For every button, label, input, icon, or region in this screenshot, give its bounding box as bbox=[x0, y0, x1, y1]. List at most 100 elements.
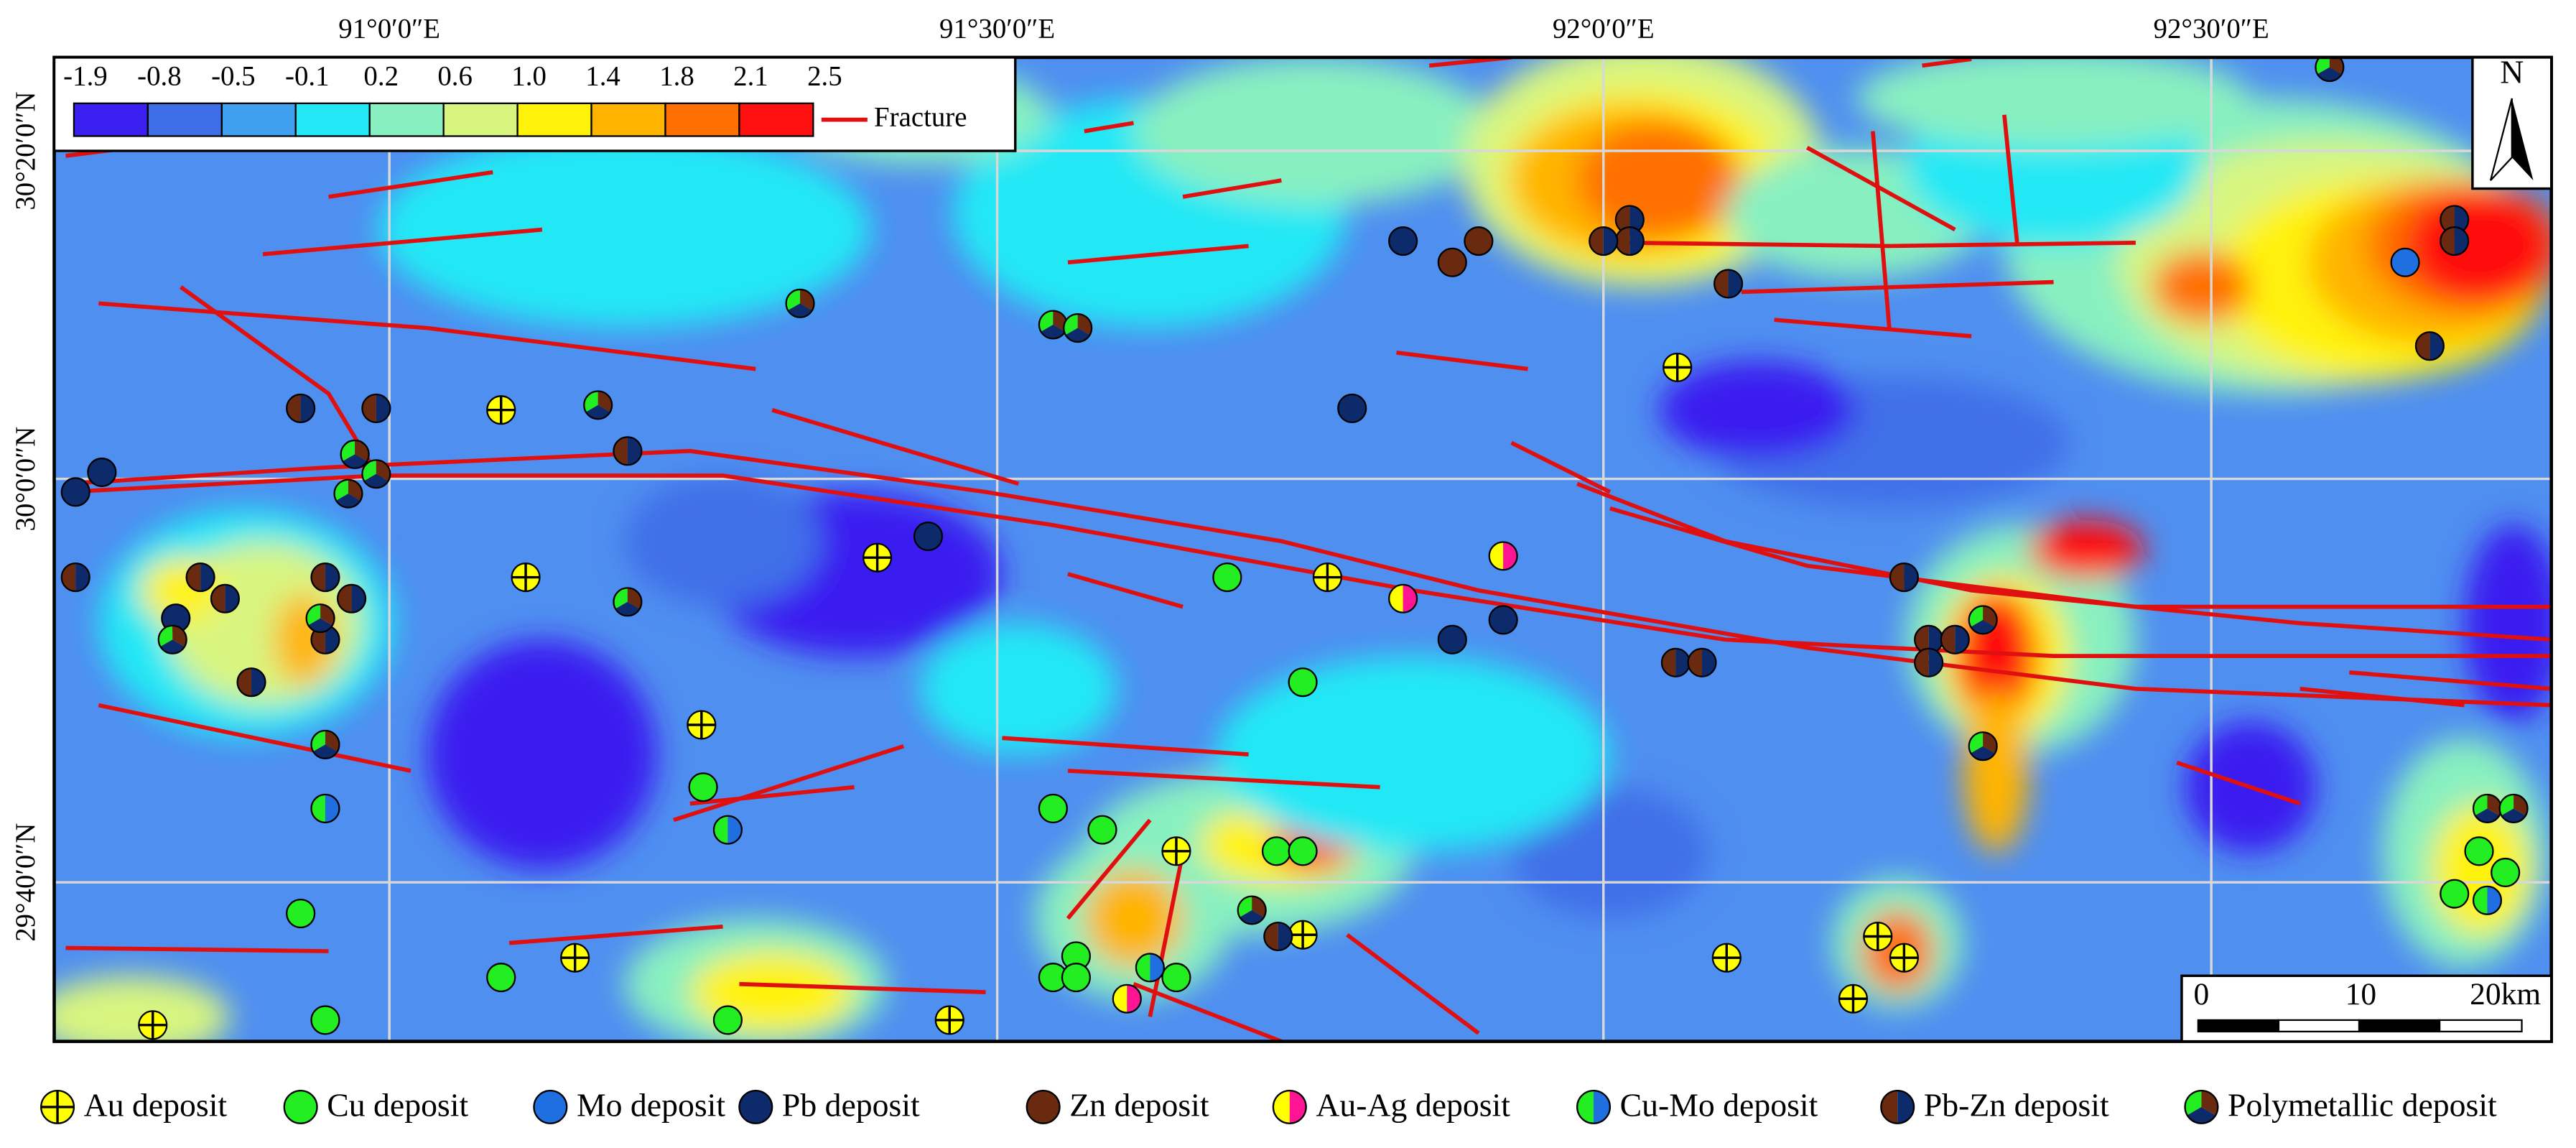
marker-sector bbox=[287, 394, 301, 422]
marker-sector bbox=[225, 584, 239, 613]
fracture bbox=[1067, 244, 1249, 265]
marker-outline bbox=[361, 393, 391, 423]
fracture bbox=[65, 448, 2552, 708]
fracture bbox=[328, 170, 493, 199]
marker-outline bbox=[2184, 1089, 2219, 1124]
deposit-marker bbox=[1660, 647, 1691, 677]
anomaly-zone bbox=[1133, 57, 1495, 205]
marker-outline bbox=[1026, 1089, 1061, 1124]
colorbar-legend: -1.9 -0.8 -0.5 -0.1 0.2 0.6 1.0 1.4 1.8 2.1 2.5 Fra… bbox=[52, 56, 1017, 152]
deposit-marker bbox=[1488, 605, 1518, 635]
marker-sector bbox=[160, 639, 185, 654]
marker-sector bbox=[1915, 648, 1929, 677]
deposit-marker bbox=[1272, 1089, 1307, 1124]
anomaly-zone bbox=[1659, 361, 1857, 460]
anomaly-zone bbox=[2464, 524, 2552, 722]
colorbar-label: -0.8 bbox=[137, 61, 182, 92]
anomaly-zone bbox=[1577, 123, 1742, 239]
marker-sector bbox=[237, 668, 252, 697]
fracture bbox=[2176, 760, 2301, 806]
marker-sector bbox=[2429, 332, 2444, 361]
anomaly-zone bbox=[624, 476, 822, 607]
marker-outline bbox=[1161, 963, 1191, 993]
deposit-marker bbox=[1237, 895, 1267, 925]
fracture bbox=[1182, 178, 1282, 199]
legend-label: Cu deposit bbox=[327, 1087, 468, 1124]
deposit-marker bbox=[1889, 563, 1919, 593]
colorbar-cell bbox=[220, 102, 297, 137]
marker-outline bbox=[1914, 647, 1944, 677]
colorbar-label: 1.0 bbox=[511, 61, 547, 92]
deposit-marker bbox=[1288, 920, 1318, 950]
marker-sector bbox=[338, 584, 352, 613]
deposit-marker bbox=[1614, 205, 1645, 235]
marker-sector bbox=[2187, 1106, 2216, 1124]
deposit-marker bbox=[305, 603, 335, 634]
marker-fill bbox=[311, 1006, 340, 1034]
marker-outline bbox=[688, 772, 718, 802]
deposit-marker bbox=[486, 395, 516, 425]
marker-sector bbox=[1928, 648, 1943, 677]
deposit-marker bbox=[1863, 921, 1893, 952]
colorbar-label: 0.6 bbox=[437, 61, 473, 92]
marker-outline bbox=[486, 963, 516, 993]
marker-sector bbox=[2440, 227, 2455, 255]
marker-fill bbox=[1489, 606, 1517, 634]
deposit-marker bbox=[511, 563, 541, 593]
marker-outline bbox=[1237, 895, 1267, 925]
marker-outline bbox=[286, 393, 316, 423]
fracture bbox=[1922, 57, 1972, 68]
deposit-marker bbox=[333, 478, 363, 509]
marker-sector bbox=[1135, 953, 1150, 982]
marker-sector bbox=[727, 815, 742, 844]
fracture bbox=[1741, 279, 2054, 295]
deposit-marker bbox=[1112, 983, 1142, 1014]
deposit-marker bbox=[310, 1005, 340, 1035]
deposit-marker bbox=[340, 439, 370, 469]
marker-outline bbox=[1437, 624, 1467, 654]
deposit-marker bbox=[1263, 921, 1293, 952]
marker-outline bbox=[1288, 836, 1318, 866]
longitude-label: 92°0′0″E bbox=[1553, 13, 1655, 44]
marker-fill bbox=[1088, 815, 1117, 844]
marker-outline bbox=[286, 899, 316, 929]
marker-fill bbox=[1438, 248, 1466, 277]
anomaly-zone bbox=[1215, 656, 1610, 853]
anomaly-zone bbox=[2152, 251, 2251, 323]
marker-fill bbox=[2391, 248, 2419, 277]
colorbar-cell bbox=[442, 102, 519, 137]
marker-fill bbox=[1038, 963, 1067, 991]
deposit-marker bbox=[1161, 963, 1191, 993]
marker-outline bbox=[2390, 247, 2420, 277]
marker-outline bbox=[738, 1089, 773, 1124]
marker-fill bbox=[1263, 837, 1291, 866]
deposit-marker bbox=[1337, 393, 1367, 423]
marker-outline bbox=[785, 288, 815, 318]
colorbar-cell bbox=[738, 102, 814, 137]
deposit-marker bbox=[738, 1089, 773, 1124]
marker-sector bbox=[325, 625, 340, 654]
marker-outline bbox=[305, 603, 335, 634]
marker-sector bbox=[1589, 227, 1604, 255]
deposit-marker bbox=[310, 729, 340, 759]
marker-fill bbox=[1026, 1091, 1060, 1124]
marker-outline bbox=[533, 1089, 568, 1124]
marker-sector bbox=[2473, 886, 2488, 915]
deposit-marker bbox=[613, 587, 643, 617]
marker-sector bbox=[1489, 542, 1504, 570]
legend-label: Pb-Zn deposit bbox=[1924, 1087, 2109, 1124]
marker-sector bbox=[1150, 953, 1164, 982]
colorbar-cell bbox=[73, 102, 149, 137]
marker-sector bbox=[1629, 205, 1644, 234]
anomaly-zone bbox=[1511, 787, 1709, 919]
fracture bbox=[689, 784, 855, 806]
legend-label: Pb deposit bbox=[782, 1087, 920, 1124]
marker-sector bbox=[1389, 584, 1403, 613]
deposit-marker bbox=[1880, 1089, 1915, 1124]
deposit-marker bbox=[361, 459, 391, 489]
deposit-marker bbox=[1713, 269, 1744, 299]
marker-outline bbox=[913, 521, 944, 552]
marker-fill bbox=[2440, 879, 2469, 908]
marker-sector bbox=[1603, 227, 1618, 255]
